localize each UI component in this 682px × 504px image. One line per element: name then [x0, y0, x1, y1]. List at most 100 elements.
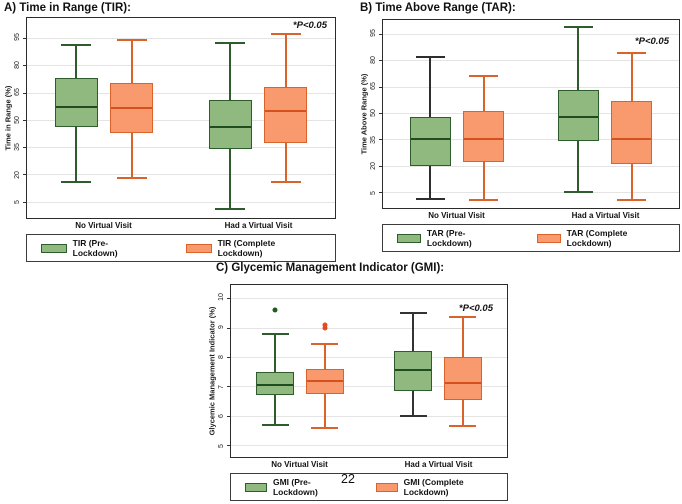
median-line: [611, 138, 652, 141]
upper-whisker: [630, 53, 633, 101]
upper-whisker-cap: [563, 26, 593, 29]
legend-swatch: [397, 233, 421, 243]
gridline: [231, 445, 507, 447]
upper-whisker: [577, 27, 580, 91]
lower-whisker: [75, 127, 78, 182]
lower-whisker-cap: [270, 180, 301, 183]
legend-label: TAR (Pre-Lockdown): [426, 228, 472, 248]
median-line: [209, 126, 251, 129]
panel-title-tar: B) Time Above Range (TAR):: [360, 2, 516, 14]
legend-entry: GMI (Complete Lockdown): [375, 477, 493, 497]
y-axis-label: Time Above Range (%): [359, 73, 368, 155]
y-tick-label: 7: [218, 384, 225, 389]
legend-swatch: [536, 233, 561, 243]
y-tick-label: 5: [370, 191, 377, 195]
lower-whisker-cap: [215, 207, 246, 210]
gridline: [383, 113, 679, 115]
y-tick-mark: [379, 86, 383, 88]
y-tick-label: 6: [218, 414, 225, 419]
y-tick-mark: [379, 139, 383, 141]
upper-whisker: [229, 43, 232, 100]
y-tick-mark: [23, 92, 27, 94]
legend-label: TIR (Complete Lockdown): [217, 238, 276, 258]
y-tick-label: 95: [14, 33, 21, 42]
legend-label: GMI (Pre-Lockdown): [272, 477, 318, 497]
gridline: [27, 147, 335, 149]
page-number: 22: [341, 472, 355, 486]
box-group: [231, 285, 369, 457]
x-category-label: No Virtual Visit: [75, 221, 132, 230]
y-tick-label: 5: [14, 200, 21, 205]
panel-gmi: C) Glycemic Management Indicator (GMI): …: [206, 262, 508, 501]
significance-annotation: *P<0.05: [458, 303, 493, 314]
box-plot: [393, 285, 433, 457]
legend-box: GMI (Pre-Lockdown) GMI (Complete Lockdown…: [230, 473, 508, 501]
upper-whisker: [412, 312, 415, 352]
upper-whisker: [274, 333, 277, 372]
legend: TAR (Pre-Lockdown) TAR (Complete Lockdown…: [382, 224, 680, 252]
legend-entry: TIR (Pre-Lockdown): [41, 238, 152, 258]
y-tick-mark: [23, 65, 27, 67]
upper-whisker-cap: [61, 44, 92, 47]
plot-row: Glycemic Management Indicator (%) 10 9 8 7 6…: [206, 284, 508, 458]
median-line: [463, 138, 504, 141]
lower-whisker-cap: [261, 423, 289, 426]
upper-whisker: [284, 34, 287, 88]
box-plot: [443, 285, 483, 457]
plot-row: Time Above Range (%) 95 80 65 50 35 20 5 *P<0.…: [358, 19, 680, 209]
upper-whisker-cap: [469, 75, 499, 78]
y-tick-label: 20: [14, 171, 21, 179]
x-category-label: Had a Virtual Visit: [224, 221, 293, 230]
x-category-label: Had a Virtual Visit: [571, 211, 640, 220]
lower-whisker-cap: [61, 180, 92, 183]
median-line: [444, 382, 482, 385]
box-plot: [610, 20, 653, 208]
lower-whisker-cap: [116, 177, 147, 179]
gridline: [231, 415, 507, 417]
lower-whisker-cap: [311, 426, 339, 429]
legend-swatch: [375, 482, 398, 492]
y-tick-label: 80: [370, 55, 377, 64]
x-axis-labels: No Virtual Visit Had a Virtual Visit: [26, 219, 336, 230]
upper-whisker: [461, 317, 464, 358]
upper-whisker-cap: [449, 316, 477, 319]
legend-box: TIR (Pre-Lockdown) TIR (Complete Lockdown…: [26, 234, 336, 262]
box-plot: [305, 285, 345, 457]
legend-label: TIR (Pre-Lockdown): [72, 238, 118, 258]
gridline: [383, 165, 679, 167]
legend-swatch: [245, 482, 267, 492]
y-tick-label: 50: [370, 109, 377, 118]
panel-tar: B) Time Above Range (TAR): Time Above Ra…: [358, 2, 680, 252]
outlier-dot: [272, 307, 278, 313]
gridline: [27, 92, 335, 94]
y-axis: 95 80 65 50 35 20 5: [13, 17, 26, 219]
upper-whisker-cap: [311, 342, 339, 345]
y-axis-label: Glycemic Management Indicator (%): [207, 306, 216, 436]
y-tick-label: 35: [370, 135, 377, 144]
gridline: [231, 327, 507, 329]
gridline: [383, 139, 679, 141]
median-line: [111, 107, 153, 109]
panel-title-gmi: C) Glycemic Management Indicator (GMI):: [216, 262, 445, 274]
lower-whisker: [461, 399, 464, 427]
y-tick-label: 20: [370, 162, 377, 171]
lower-whisker: [412, 390, 415, 416]
box-plot: [54, 18, 98, 218]
legend-label: TAR (Complete Lockdown): [566, 228, 628, 248]
y-tick-mark: [23, 201, 27, 203]
y-tick-mark: [379, 165, 383, 167]
y-tick-label: 10: [218, 293, 225, 302]
gridline: [27, 201, 335, 203]
gridline: [383, 34, 679, 36]
median-line: [55, 106, 97, 109]
lower-whisker-cap: [563, 191, 593, 194]
gridline: [383, 192, 679, 194]
plot-area: *P<0.05: [23, 17, 336, 219]
median-line: [306, 379, 344, 382]
upper-whisker-cap: [617, 52, 647, 55]
box-group: [369, 285, 507, 457]
legend-entry: TAR (Complete Lockdown): [536, 228, 665, 248]
legend-entry: TIR (Complete Lockdown): [185, 238, 321, 258]
significance-annotation: *P<0.05: [634, 36, 669, 47]
